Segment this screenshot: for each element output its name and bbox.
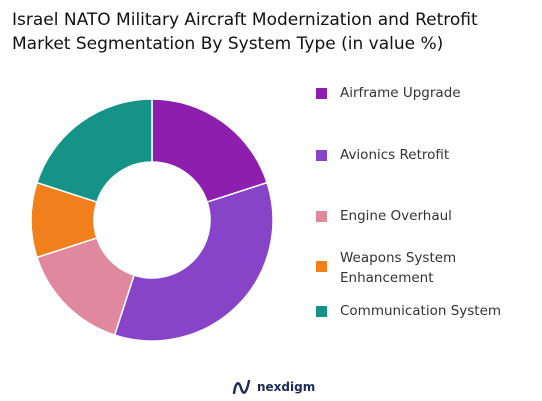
nexdigm-logo-icon: [232, 379, 251, 395]
donut-slice-avionics-retrofit[interactable]: [113, 181, 274, 342]
legend-swatch: [316, 150, 327, 161]
legend-label: Engine Overhaul: [340, 208, 452, 224]
legend-label: Weapons System Enhancement: [340, 250, 457, 286]
legend-swatch: [316, 306, 327, 317]
legend-item-engine-overhaul[interactable]: Engine Overhaul: [316, 206, 520, 226]
legend-swatch: [316, 211, 327, 222]
legend-label: Avionics Retrofit: [340, 147, 450, 163]
legend-item-weapons-system-enhancement[interactable]: Weapons System Enhancement: [316, 248, 490, 288]
legend-item-avionics-retrofit[interactable]: Avionics Retrofit: [316, 145, 520, 165]
legend-swatch: [316, 88, 327, 99]
legend-label: Airframe Upgrade: [340, 85, 461, 101]
chart-title-line-1: Israel NATO Military Aircraft Modernizat…: [12, 10, 478, 30]
donut-slice-airframe-upgrade[interactable]: [151, 98, 269, 204]
brand-name: nexdigm: [257, 380, 316, 394]
legend-item-communication-system[interactable]: Communication System: [316, 301, 520, 321]
donut-slice-communication-system[interactable]: [35, 98, 153, 204]
brand-logo: nexdigm: [232, 378, 315, 396]
chart-title: Israel NATO Military Aircraft Modernizat…: [12, 8, 537, 56]
chart-title-line-2: Market Segmentation By System Type (in v…: [12, 34, 444, 54]
legend-swatch: [316, 261, 327, 272]
legend-item-airframe-upgrade[interactable]: Airframe Upgrade: [316, 83, 520, 103]
legend-label: Communication System: [340, 303, 502, 319]
